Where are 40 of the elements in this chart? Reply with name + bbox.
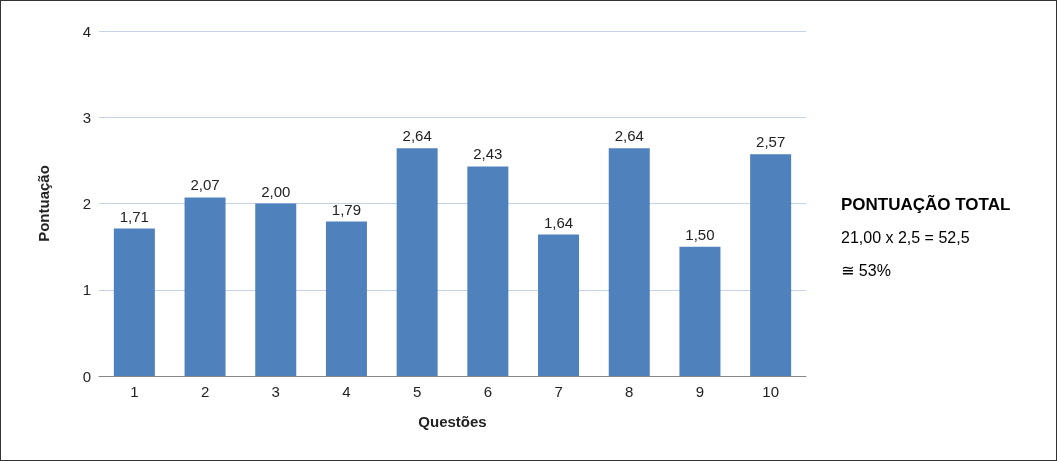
x-tick-label: 5 (412, 383, 422, 400)
data-label: 2,43 (473, 145, 503, 163)
data-label: 2,64 (402, 127, 432, 145)
y-axis-title: Pontuação (35, 165, 52, 242)
x-tick-label: 4 (342, 383, 351, 400)
data-label: 1,50 (685, 225, 715, 243)
y-tick-label: 0 (82, 367, 91, 385)
x-axis-title: Questões (418, 413, 487, 430)
text: ≅ 53% (841, 261, 891, 279)
y-tick-label: 1 (82, 281, 91, 299)
text: PONTUAÇÃO TOTAL (840, 194, 1011, 214)
data-label: 2,64 (614, 127, 644, 145)
x-tick-label: 9 (695, 383, 705, 400)
bar (679, 246, 721, 376)
bar (184, 197, 226, 376)
data-label: 2,57 (756, 133, 786, 151)
data-label: 1,64 (543, 213, 574, 231)
x-tick-label: 6 (483, 383, 493, 400)
x-tick-label: 10 (762, 383, 779, 400)
data-label: 2,00 (261, 182, 291, 200)
y-tick-label: 3 (82, 108, 91, 126)
bar (325, 221, 367, 376)
y-tick-label: 4 (82, 22, 91, 40)
x-tick-label: 1 (130, 383, 139, 400)
y-tick-label: 2 (82, 195, 91, 212)
data-label: 1,79 (331, 200, 362, 218)
text: 21,00 x 2,5 = 52,5 (841, 228, 970, 246)
x-tick-label: 8 (625, 383, 634, 400)
data-label: 2,07 (190, 176, 220, 194)
bar (255, 203, 297, 376)
x-tick-label: 2 (200, 383, 210, 400)
bar (538, 234, 580, 376)
data-label: 1,71 (119, 207, 149, 225)
bar (467, 166, 509, 376)
x-tick-label: 3 (271, 383, 280, 400)
bar (750, 154, 792, 376)
bar (396, 148, 438, 376)
bar (608, 148, 650, 376)
bar (113, 228, 155, 376)
x-tick-label: 7 (554, 383, 563, 400)
